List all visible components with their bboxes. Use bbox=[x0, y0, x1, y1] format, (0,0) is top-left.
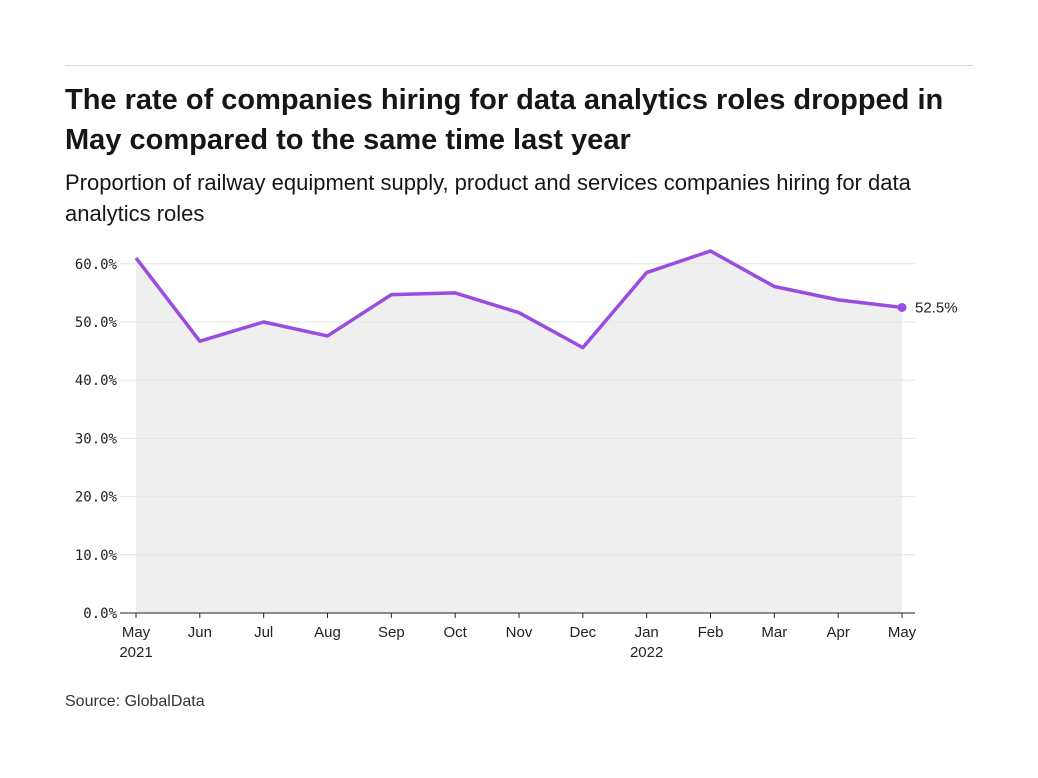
y-tick-label: 20.0% bbox=[75, 490, 118, 506]
x-year-label: 2021 bbox=[119, 644, 152, 661]
top-rule bbox=[65, 65, 973, 66]
x-tick-label: Jun bbox=[188, 624, 212, 641]
data-line bbox=[134, 249, 903, 350]
x-tick-label: Mar bbox=[761, 624, 787, 641]
y-tick-label: 10.0% bbox=[75, 548, 118, 564]
y-tick-label: 50.0% bbox=[75, 315, 118, 331]
y-tick-label: 30.0% bbox=[75, 431, 118, 447]
x-tick-label: Feb bbox=[698, 624, 724, 641]
y-tick-label: 40.0% bbox=[75, 373, 118, 389]
x-tick-label: Jul bbox=[254, 624, 273, 641]
area-fill bbox=[136, 250, 902, 613]
last-point-marker bbox=[897, 302, 907, 312]
x-tick-label: May bbox=[888, 624, 917, 641]
x-tick-label: May bbox=[122, 624, 151, 641]
x-tick-label: Oct bbox=[443, 624, 467, 641]
y-tick-label: 60.0% bbox=[75, 257, 118, 273]
data-label: 52.5% bbox=[915, 299, 958, 316]
chart-subtitle: Proportion of railway equipment supply, … bbox=[65, 170, 911, 226]
source-note: Source: GlobalData bbox=[65, 693, 205, 710]
x-year-label: 2022 bbox=[630, 644, 663, 661]
y-tick-label: 0.0% bbox=[83, 606, 117, 622]
x-tick-label: Nov bbox=[506, 624, 533, 641]
x-tick-label: Sep bbox=[378, 624, 405, 641]
x-tick-label: Jan bbox=[635, 624, 659, 641]
x-tick-label: Apr bbox=[826, 624, 849, 641]
chart-title: The rate of companies hiring for data an… bbox=[65, 84, 944, 156]
x-tick-label: Dec bbox=[569, 624, 596, 641]
x-tick-label: Aug bbox=[314, 624, 341, 641]
